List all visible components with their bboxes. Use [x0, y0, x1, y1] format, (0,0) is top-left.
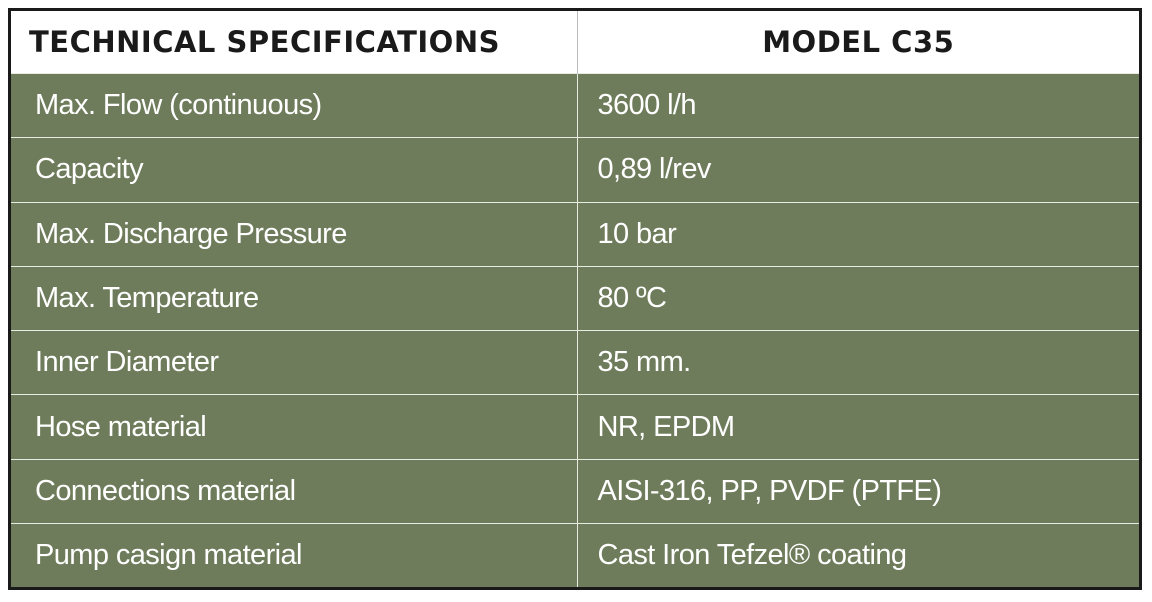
- spec-row: Max. Discharge Pressure 10 bar: [11, 201, 1139, 267]
- spec-row: Max. Temperature 80 ºC: [11, 265, 1139, 331]
- spec-value: AISI-316, PP, PVDF (PTFE): [577, 458, 1139, 524]
- spec-value: Cast Iron Tefzel® coating: [577, 523, 1139, 587]
- spec-label: Hose material: [11, 394, 578, 460]
- spec-value: 3600 l/h: [577, 72, 1139, 138]
- spec-value: 10 bar: [577, 201, 1139, 267]
- spec-value: 35 mm.: [577, 330, 1139, 395]
- spec-label: Pump casign material: [11, 523, 578, 587]
- spec-row: Inner Diameter 35 mm.: [11, 330, 1139, 395]
- spec-table: TECHNICAL SPECIFICATIONS MODEL C35 Max. …: [11, 11, 1139, 587]
- spec-row: Capacity 0,89 l/rev: [11, 137, 1139, 203]
- spec-label: Max. Discharge Pressure: [11, 201, 578, 267]
- spec-value: NR, EPDM: [577, 394, 1139, 460]
- table-body: Max. Flow (continuous) 3600 l/h Capacity 0,…: [11, 72, 1139, 587]
- spec-label: Max. Temperature: [11, 265, 578, 331]
- spec-row: Hose material NR, EPDM: [11, 394, 1139, 460]
- spec-row: Connections material AISI-316, PP, PVDF (…: [11, 458, 1139, 524]
- spec-label: Max. Flow (continuous): [11, 72, 578, 138]
- spec-label: Inner Diameter: [11, 330, 578, 395]
- spec-row: Max. Flow (continuous) 3600 l/h: [11, 72, 1139, 138]
- header-row: TECHNICAL SPECIFICATIONS MODEL C35: [11, 11, 1139, 74]
- header-cell: TECHNICAL SPECIFICATIONS: [11, 11, 578, 74]
- spec-label: Connections material: [11, 458, 578, 524]
- spec-row: Pump casign material Cast Iron Tefzel® co…: [11, 523, 1139, 587]
- spec-value: 80 ºC: [577, 265, 1139, 331]
- header-cell: MODEL C35: [577, 11, 1139, 74]
- spec-label: Capacity: [11, 137, 578, 203]
- spec-value: 0,89 l/rev: [577, 137, 1139, 203]
- spec-table-frame: TECHNICAL SPECIFICATIONS MODEL C35 Max. …: [8, 8, 1142, 590]
